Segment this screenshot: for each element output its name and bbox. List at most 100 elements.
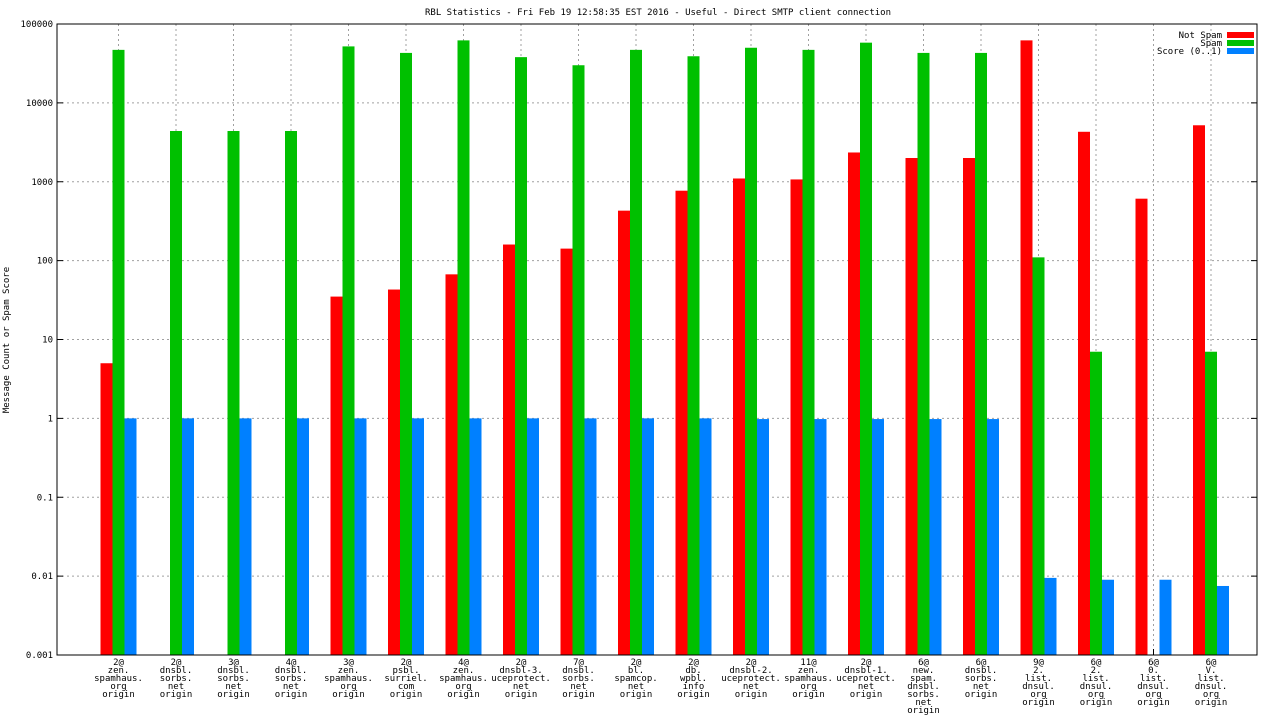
plot-frame (56, 23, 1258, 656)
legend-swatch (1227, 48, 1254, 54)
x-category-label: org (1203, 690, 1219, 700)
x-category-label: origin (160, 690, 193, 700)
x-category-label: uceprotect. (491, 674, 551, 684)
x-category-label: origin (1137, 698, 1170, 708)
bar-not-spam (1193, 125, 1205, 655)
bar-spam (1205, 351, 1217, 655)
x-category-label: info (683, 682, 705, 692)
x-category-label: 0. (1148, 666, 1159, 676)
x-category-label: org (800, 682, 816, 692)
y-tick-label: 0.001 (26, 651, 53, 661)
bar-score-0-1 (1159, 579, 1172, 655)
bar-score-0-1 (1044, 577, 1057, 655)
x-category-label: 2. (1033, 666, 1044, 676)
bar-spam (860, 42, 872, 656)
x-category-label: 6@ (976, 658, 987, 668)
y-tick-label: 10 (42, 336, 53, 346)
bar-score-0-1 (987, 419, 999, 655)
bar-score-0-1 (584, 418, 597, 655)
x-category-label: origin (275, 690, 308, 700)
x-category-label: 9@ (1033, 658, 1044, 668)
bar-score-0-1 (239, 418, 252, 655)
x-category-label: origin (1080, 698, 1113, 708)
x-category-label: origin (965, 690, 998, 700)
x-category-label: net (168, 682, 184, 692)
x-category-label: 6@ (1148, 658, 1159, 668)
x-category-label: origin (620, 690, 653, 700)
bar-score-0-1 (757, 419, 769, 655)
x-category-label: spamcop. (614, 674, 657, 684)
x-category-label: net (973, 682, 989, 692)
x-category-label: origin (792, 690, 825, 700)
x-category-label: dnsbl. (275, 666, 308, 676)
x-category-label: dnsbl. (965, 666, 998, 676)
x-category-label: origin (1195, 698, 1228, 708)
bar-not-spam (388, 289, 400, 655)
x-category-label: origin (1022, 698, 1055, 708)
bar-score-0-1 (1102, 579, 1114, 655)
x-category-label: uceprotect. (836, 674, 896, 684)
x-category-label: list. (1025, 674, 1052, 684)
bar-not-spam (445, 274, 458, 655)
x-category-label: origin (562, 690, 595, 700)
x-category-label: dnsul. (1080, 682, 1113, 692)
x-category-label: 2@ (171, 658, 182, 668)
x-category-label: zen. (798, 666, 820, 676)
bar-spam (342, 46, 355, 655)
bar-spam (745, 47, 757, 656)
x-category-label: com (398, 682, 414, 692)
x-category-label: 3@ (228, 658, 239, 668)
bar-not-spam (1020, 40, 1033, 655)
bar-spam (1032, 257, 1045, 655)
x-category-label: surriel. (384, 674, 427, 684)
bar-not-spam (618, 210, 630, 656)
x-category-label: dnsbl. (160, 666, 193, 676)
bar-not-spam (1135, 198, 1148, 655)
y-tick-label: 100 (37, 257, 53, 267)
x-category-label: 3@ (343, 658, 354, 668)
bar-not-spam (675, 190, 688, 655)
x-category-label: origin (677, 690, 710, 700)
legend-label: Score (0..1) (1157, 47, 1222, 57)
y-tick-label: 1000 (31, 178, 53, 188)
x-category-label: dnsbl-2. (729, 666, 772, 676)
x-category-label: psbl. (392, 666, 419, 676)
y-tick-labels: 0.001 0.01 0.1 1 10 100 1000 10000 100000 (20, 20, 53, 661)
x-category-label: 2@ (113, 658, 124, 668)
x-category-label: origin (505, 690, 538, 700)
x-category-label: zen. (338, 666, 360, 676)
y-tick-label: 100000 (20, 20, 53, 30)
x-category-label: dnsul. (1022, 682, 1055, 692)
bar-spam (1090, 351, 1102, 655)
x-category-label: org (110, 682, 126, 692)
bar-spam (572, 65, 585, 655)
x-category-label: net (858, 682, 874, 692)
x-category-label: list. (1082, 674, 1109, 684)
x-category-label: spamhaus. (784, 674, 833, 684)
legend-label: Spam (1200, 39, 1222, 49)
x-category-label: db. (685, 666, 701, 676)
x-category-label: zen. (453, 666, 475, 676)
chart-title: RBL Statistics - Fri Feb 19 12:58:35 EST… (425, 8, 891, 18)
y-axis-label: Message Count or Spam Score (2, 267, 12, 413)
x-category-label: origin (102, 690, 135, 700)
bar-spam (400, 52, 412, 656)
x-category-label: net (225, 682, 241, 692)
x-category-label: 11@ (800, 658, 817, 668)
x-category-label: origin (332, 690, 365, 700)
x-category-label: net (743, 682, 759, 692)
bar-score-0-1 (297, 418, 309, 655)
x-category-label: origin (907, 706, 940, 716)
legend-label: Not Spam (1179, 31, 1222, 41)
bar-spam (457, 40, 470, 655)
bar-score-0-1 (182, 418, 194, 655)
x-category-label: sorbs. (275, 674, 308, 684)
x-category-label: spamhaus. (324, 674, 373, 684)
bar-not-spam (963, 158, 975, 655)
x-category-label: dnsul. (1195, 682, 1228, 692)
x-category-label: dnsbl. (562, 666, 595, 676)
x-category-label: sorbs. (217, 674, 250, 684)
x-category-label: uceprotect. (721, 674, 781, 684)
